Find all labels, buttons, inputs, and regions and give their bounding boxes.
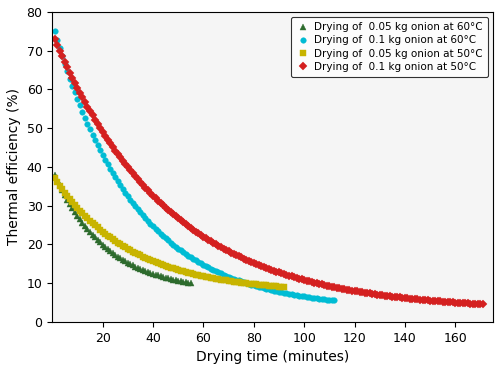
- Drying of  0.1 kg onion at 50°C: [414, 297, 420, 302]
- Drying of  0.1 kg onion at 60°C: [322, 297, 328, 302]
- Line: Drying of  0.05 kg onion at 60°C: Drying of 0.05 kg onion at 60°C: [52, 172, 194, 286]
- Drying of  0.1 kg onion at 50°C: [319, 282, 325, 287]
- Legend: Drying of  0.05 kg onion at 60°C, Drying of  0.1 kg onion at 60°C, Drying of  0.: Drying of 0.05 kg onion at 60°C, Drying …: [291, 17, 488, 77]
- Drying of  0.1 kg onion at 50°C: [304, 279, 310, 283]
- Drying of  0.05 kg onion at 60°C: [186, 280, 192, 285]
- Drying of  0.05 kg onion at 60°C: [102, 245, 108, 249]
- Line: Drying of  0.1 kg onion at 60°C: Drying of 0.1 kg onion at 60°C: [52, 29, 337, 303]
- X-axis label: Drying time (minutes): Drying time (minutes): [196, 350, 350, 364]
- Line: Drying of  0.1 kg onion at 50°C: Drying of 0.1 kg onion at 50°C: [52, 36, 486, 307]
- Drying of  0.1 kg onion at 50°C: [352, 289, 358, 293]
- Drying of  0.05 kg onion at 50°C: [230, 279, 236, 284]
- Drying of  0.1 kg onion at 60°C: [52, 29, 58, 33]
- Drying of  0.1 kg onion at 60°C: [240, 280, 246, 285]
- Drying of  0.05 kg onion at 60°C: [172, 278, 178, 282]
- Drying of  0.05 kg onion at 50°C: [188, 271, 194, 276]
- Drying of  0.1 kg onion at 50°C: [480, 302, 486, 306]
- Line: Drying of  0.05 kg onion at 50°C: Drying of 0.05 kg onion at 50°C: [52, 176, 287, 290]
- Drying of  0.1 kg onion at 60°C: [150, 224, 156, 229]
- Drying of  0.05 kg onion at 50°C: [233, 280, 239, 284]
- Drying of  0.1 kg onion at 50°C: [52, 37, 58, 41]
- Drying of  0.05 kg onion at 60°C: [84, 227, 90, 231]
- Drying of  0.1 kg onion at 60°C: [254, 284, 260, 288]
- Drying of  0.1 kg onion at 50°C: [130, 171, 136, 175]
- Drying of  0.1 kg onion at 60°C: [268, 288, 274, 292]
- Drying of  0.05 kg onion at 60°C: [67, 202, 73, 206]
- Drying of  0.05 kg onion at 50°C: [243, 281, 249, 286]
- Y-axis label: Thermal efficiency (%): Thermal efficiency (%): [7, 88, 21, 245]
- Drying of  0.05 kg onion at 60°C: [52, 173, 58, 177]
- Drying of  0.05 kg onion at 50°C: [220, 278, 226, 282]
- Drying of  0.1 kg onion at 60°C: [208, 266, 214, 271]
- Drying of  0.05 kg onion at 60°C: [188, 281, 194, 285]
- Drying of  0.05 kg onion at 50°C: [52, 176, 58, 181]
- Drying of  0.1 kg onion at 60°C: [332, 298, 338, 303]
- Drying of  0.05 kg onion at 50°C: [281, 285, 287, 289]
- Drying of  0.05 kg onion at 50°C: [236, 280, 242, 285]
- Drying of  0.1 kg onion at 50°C: [434, 299, 440, 303]
- Drying of  0.05 kg onion at 60°C: [77, 217, 83, 221]
